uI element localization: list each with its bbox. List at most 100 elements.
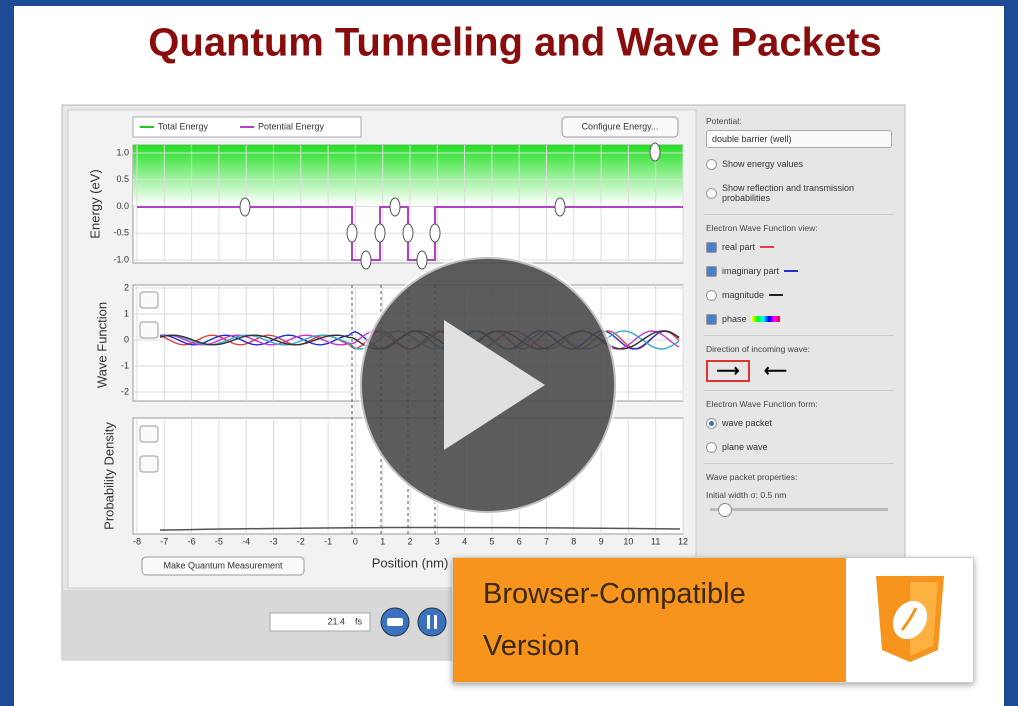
checkbox-row[interactable]: Show energy values	[706, 152, 898, 176]
checkbox[interactable]	[706, 159, 717, 170]
checkbox-row[interactable]: imaginary part	[706, 259, 898, 283]
option-label: plane wave	[722, 442, 768, 452]
banner-text: Browser-Compatible	[483, 578, 746, 611]
drag-handle	[375, 224, 385, 242]
pause-icon	[427, 615, 430, 629]
swatch	[784, 270, 798, 272]
wave-axis-label: Wave Function	[94, 302, 109, 388]
swatch	[760, 246, 774, 248]
checkbox[interactable]	[706, 242, 717, 253]
x-tick-label: -7	[160, 536, 168, 546]
control-label: Electron Wave Function view:	[706, 223, 898, 233]
checkbox[interactable]	[706, 314, 717, 325]
x-tick-label: 10	[623, 536, 633, 546]
checkbox-row[interactable]: phase	[706, 307, 898, 331]
drag-handle	[430, 224, 440, 242]
y-tick-label: 1	[124, 308, 129, 318]
x-tick-label: 8	[571, 536, 576, 546]
x-tick-label: 6	[517, 536, 522, 546]
x-tick-label: 5	[489, 536, 494, 546]
y-tick-label: -0.5	[113, 228, 129, 238]
x-tick-label: 12	[678, 536, 688, 546]
legend-label: Potential Energy	[258, 121, 325, 131]
html5-badge	[846, 558, 973, 682]
y-tick-label: 0.5	[116, 174, 129, 184]
option-label: real part	[722, 242, 755, 252]
drag-handle	[555, 198, 565, 216]
control-label: Electron Wave Function form:	[706, 399, 898, 409]
y-tick-label: -2	[121, 386, 129, 396]
radio[interactable]	[706, 418, 717, 429]
drag-handle	[361, 251, 371, 269]
x-tick-label: -3	[269, 536, 277, 546]
x-tick-label: -2	[297, 536, 305, 546]
control-panel: Potential: double barrier (well) Show en…	[700, 108, 898, 548]
configure-button-label[interactable]: Configure Energy...	[582, 121, 659, 131]
zoom-button[interactable]	[140, 456, 158, 472]
y-tick-label: 1.0	[116, 147, 129, 157]
option-label: Show energy values	[722, 159, 803, 169]
x-tick-label: 7	[544, 536, 549, 546]
checkbox[interactable]	[706, 290, 717, 301]
drag-handle	[240, 198, 250, 216]
density-axis-label: Probability Density	[101, 422, 116, 530]
option-label: phase	[722, 314, 747, 324]
drag-handle	[650, 143, 660, 161]
select-label: double barrier (well)	[712, 134, 792, 144]
slider-thumb[interactable]	[718, 503, 732, 517]
radio-row[interactable]: wave packet	[706, 411, 898, 435]
x-tick-label: -8	[133, 536, 141, 546]
checkbox-row[interactable]: Show reflection and transmission probabi…	[706, 176, 898, 210]
width-slider[interactable]	[710, 508, 888, 511]
control-label: Direction of incoming wave:	[706, 344, 898, 354]
y-tick-label: -1	[121, 360, 129, 370]
separator	[704, 390, 894, 391]
drag-handle	[390, 198, 400, 216]
y-tick-label: 0	[124, 334, 129, 344]
x-tick-label: 4	[462, 536, 467, 546]
x-axis-label: Position (nm)	[372, 555, 449, 570]
zoom-button[interactable]	[140, 322, 158, 338]
time-unit: fs	[355, 616, 363, 626]
browser-banner[interactable]: Browser-Compatible Version	[452, 557, 974, 683]
legend-label: Total Energy	[158, 121, 209, 131]
separator	[704, 463, 894, 464]
direction-right[interactable]: ⟶	[706, 360, 750, 382]
time-value: 21.4	[327, 616, 345, 626]
banner-box: Browser-Compatible Version	[453, 558, 846, 682]
drag-handle	[417, 251, 427, 269]
direction-left[interactable]: ⟵	[764, 361, 787, 381]
x-tick-label: 1	[380, 536, 385, 546]
pause-button[interactable]	[418, 608, 446, 636]
x-tick-label: -5	[215, 536, 223, 546]
option-label: magnitude	[722, 290, 764, 300]
x-tick-label: -1	[324, 536, 332, 546]
page-title: Quantum Tunneling and Wave Packets	[148, 21, 881, 65]
checkbox[interactable]	[706, 188, 717, 199]
energy-axis-label: Energy (eV)	[87, 169, 102, 238]
checkbox-row[interactable]: real part	[706, 235, 898, 259]
checkbox[interactable]	[706, 266, 717, 277]
control-label: Wave packet properties:	[706, 472, 898, 482]
radio[interactable]	[706, 442, 717, 453]
option-label: imaginary part	[722, 266, 779, 276]
direction-row: ⟶ ⟵	[706, 356, 898, 386]
control-label: Initial width σ: 0.5 nm	[706, 490, 898, 500]
restart-icon	[387, 618, 403, 626]
page: Quantum Tunneling and Wave Packets Total…	[0, 0, 1018, 706]
option-label: Show reflection and transmission probabi…	[722, 183, 898, 203]
banner-text: Version	[483, 630, 580, 663]
zoom-button[interactable]	[140, 426, 158, 442]
swatch	[752, 316, 780, 322]
pause-icon	[434, 615, 437, 629]
potential-select[interactable]: double barrier (well)	[706, 130, 892, 148]
option-label: wave packet	[722, 418, 772, 428]
drag-handle	[403, 224, 413, 242]
x-tick-label: -6	[188, 536, 196, 546]
radio-row[interactable]: plane wave	[706, 435, 898, 459]
separator	[704, 335, 894, 336]
y-tick-label: 0.0	[116, 201, 129, 211]
measure-button-label[interactable]: Make Quantum Measurement	[163, 560, 283, 570]
checkbox-row[interactable]: magnitude	[706, 283, 898, 307]
zoom-button[interactable]	[140, 292, 158, 308]
